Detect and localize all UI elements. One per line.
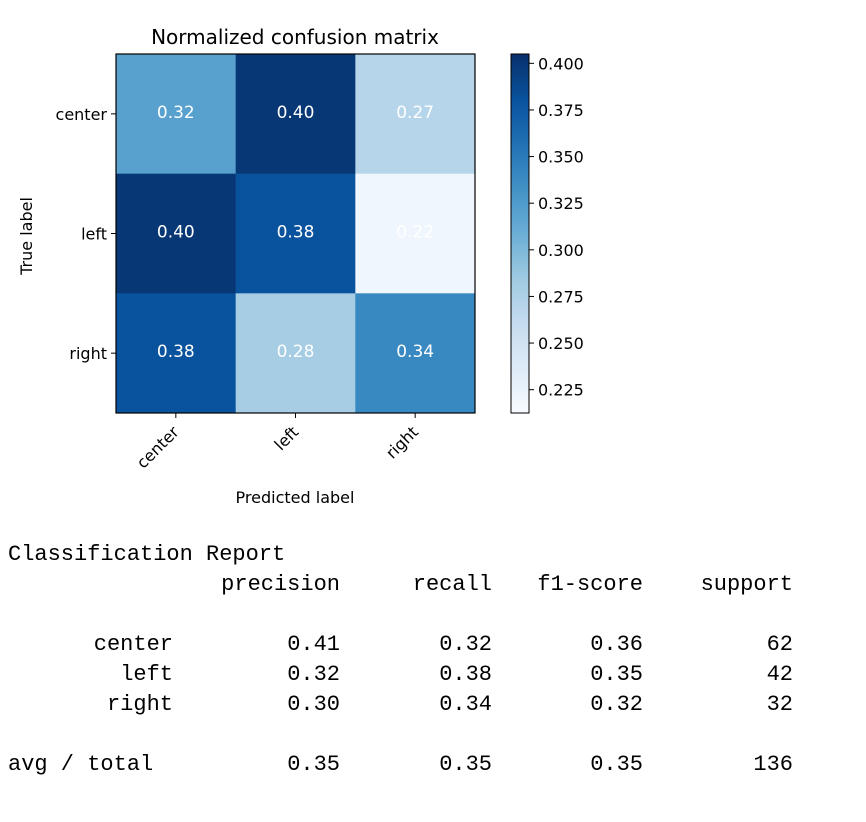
report-row-label: right bbox=[106, 692, 173, 717]
x-tick-label: left bbox=[271, 422, 303, 454]
colorbar-tick-label: 0.400 bbox=[538, 54, 584, 73]
heatmap-cells: 0.32 0.40 0.27 0.40 0.38 0.22 0.38 0.28 0.34 bbox=[116, 54, 476, 414]
report-header-f1-score: f1-score bbox=[537, 572, 643, 597]
report-header-precision: precision bbox=[221, 572, 340, 597]
colorbar-tick-label: 0.225 bbox=[538, 381, 584, 400]
report-support-value: 42 bbox=[766, 662, 793, 687]
x-tick-label: center bbox=[133, 422, 183, 472]
report-row-label: center bbox=[93, 632, 173, 657]
cell-value-label: 0.40 bbox=[157, 223, 195, 243]
chart-title: Normalized confusion matrix bbox=[151, 25, 439, 49]
report-precision-value: 0.41 bbox=[287, 632, 340, 657]
report-support-value: 62 bbox=[766, 632, 793, 657]
report-support-value: 32 bbox=[766, 692, 793, 717]
cell-value-label: 0.22 bbox=[396, 223, 434, 243]
y-axis-label: True label bbox=[17, 197, 36, 276]
cell-value-label: 0.40 bbox=[277, 103, 315, 123]
confusion-matrix-chart: Normalized confusion matrix 0.32 0.40 0.27… bbox=[17, 25, 584, 507]
y-axis-ticks: center left right bbox=[56, 105, 116, 363]
colorbar bbox=[510, 53, 530, 414]
report-title: Classification Report bbox=[8, 542, 286, 567]
report-total-f1: 0.35 bbox=[590, 752, 643, 777]
cell-value-label: 0.32 bbox=[157, 103, 195, 123]
report-recall-value: 0.38 bbox=[439, 662, 492, 687]
y-tick-label: right bbox=[69, 344, 107, 363]
colorbar-tick-label: 0.325 bbox=[538, 194, 584, 213]
cell-value-label: 0.38 bbox=[277, 223, 315, 243]
report-header-support: support bbox=[700, 572, 793, 597]
report-total-precision: 0.35 bbox=[287, 752, 340, 777]
report-precision-value: 0.30 bbox=[287, 692, 340, 717]
cell-value-label: 0.27 bbox=[396, 103, 434, 123]
colorbar-ticks: 0.400 0.375 0.350 0.325 0.300 0.275 0.250 0.225 bbox=[529, 54, 584, 400]
heatmap-cell bbox=[116, 54, 237, 175]
colorbar-tick-label: 0.300 bbox=[538, 241, 584, 260]
report-precision-value: 0.32 bbox=[287, 662, 340, 687]
report-total-support: 136 bbox=[753, 752, 793, 777]
heatmap-cell bbox=[355, 173, 476, 294]
report-row-label: left bbox=[120, 662, 173, 687]
report-f1-value: 0.36 bbox=[590, 632, 643, 657]
heatmap-cell bbox=[116, 173, 237, 294]
cell-value-label: 0.28 bbox=[277, 342, 315, 362]
report-total-label: avg / total bbox=[8, 752, 154, 777]
heatmap-cell bbox=[116, 293, 237, 414]
report-f1-value: 0.35 bbox=[590, 662, 643, 687]
colorbar-tick-label: 0.350 bbox=[538, 148, 584, 167]
report-f1-value: 0.32 bbox=[590, 692, 643, 717]
heatmap-cell bbox=[235, 54, 356, 175]
report-recall-value: 0.32 bbox=[439, 632, 492, 657]
report-recall-value: 0.34 bbox=[439, 692, 492, 717]
heatmap-cell bbox=[235, 293, 356, 414]
report-header-recall: recall bbox=[412, 572, 492, 597]
colorbar-tick-label: 0.375 bbox=[538, 101, 584, 120]
colorbar-tick-label: 0.250 bbox=[538, 334, 584, 353]
heatmap-cell bbox=[355, 293, 476, 414]
y-tick-label: center bbox=[56, 105, 108, 124]
y-tick-label: left bbox=[81, 225, 107, 244]
report-total-recall: 0.35 bbox=[439, 752, 492, 777]
x-axis-ticks: center left right bbox=[133, 413, 422, 472]
cell-value-label: 0.38 bbox=[157, 342, 195, 362]
x-axis-label: Predicted label bbox=[236, 488, 355, 507]
heatmap-cell bbox=[235, 173, 356, 294]
colorbar-tick-label: 0.275 bbox=[538, 287, 584, 306]
cell-value-label: 0.34 bbox=[396, 342, 434, 362]
x-tick-label: right bbox=[382, 422, 422, 462]
heatmap-cell bbox=[355, 54, 476, 175]
